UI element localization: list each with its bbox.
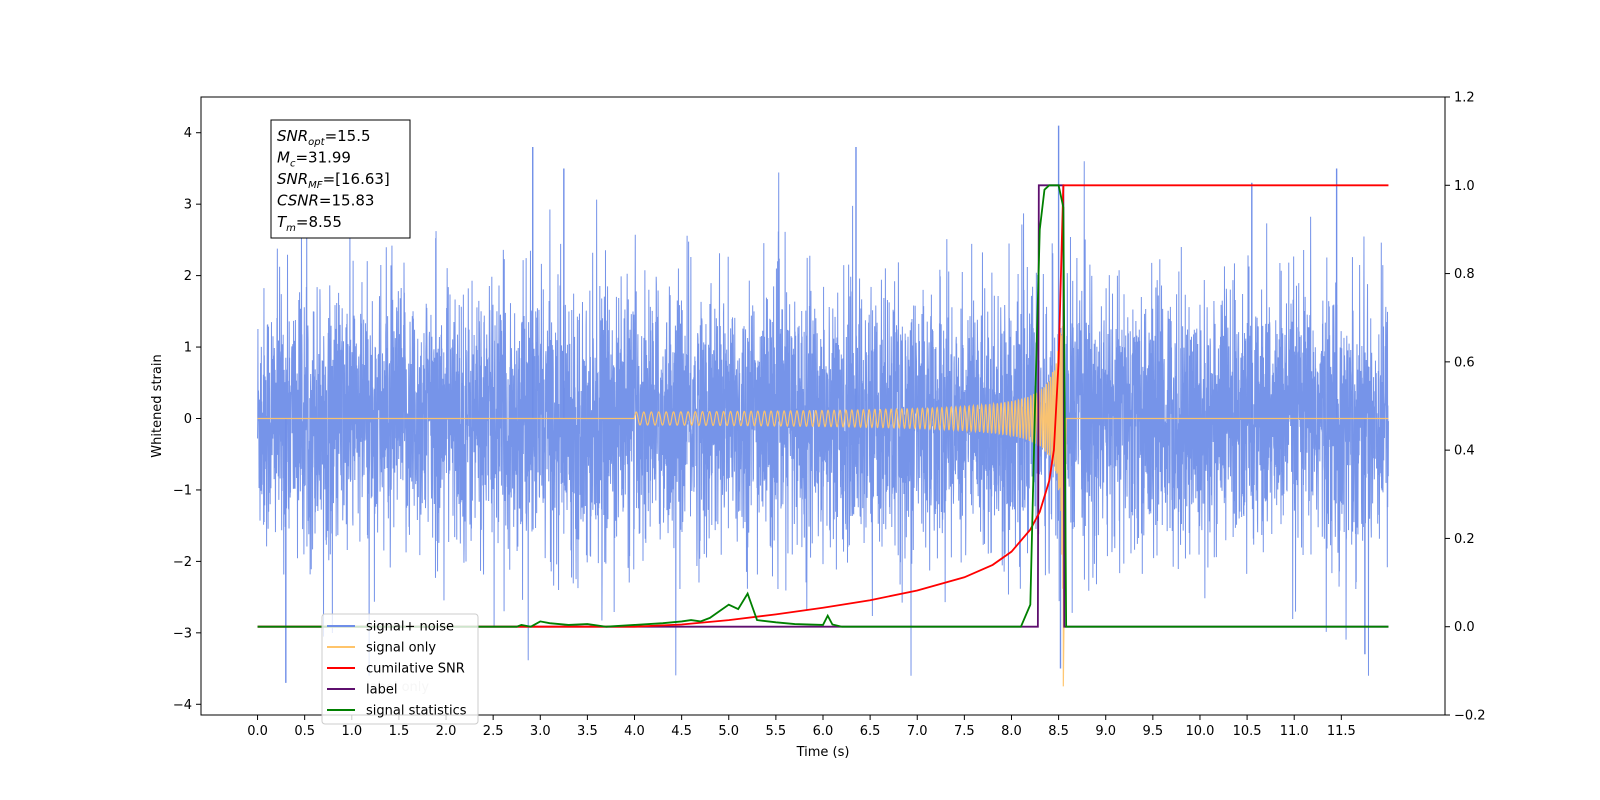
x-tick-label: 6.0 [813, 724, 834, 739]
y-tick-label: 2 [184, 269, 192, 284]
legend-frame [321, 613, 479, 725]
x-tick-label: 11.5 [1327, 724, 1356, 739]
x-tick-label: 5.5 [766, 724, 787, 739]
legend-entry: signal only [366, 641, 436, 656]
x-axis-label: Time (s) [796, 745, 850, 760]
y-axis-label: Whitened strain [150, 354, 165, 457]
legend-entry: label [366, 683, 397, 698]
y2-tick-label: 0.0 [1454, 620, 1475, 635]
x-tick-label: 3.0 [530, 724, 551, 739]
y2-tick-label: 0.4 [1454, 444, 1475, 459]
y-tick-label: 1 [184, 341, 192, 356]
y2-tick-label: 0.6 [1454, 355, 1475, 370]
y2-tick-label: 0.8 [1454, 267, 1475, 282]
y-tick-label: −1 [173, 483, 192, 498]
x-tick-label: 7.5 [954, 724, 975, 739]
x-tick-label: 11.0 [1280, 724, 1309, 739]
x-tick-label: 6.5 [860, 724, 881, 739]
legend-entry: signal statistics [366, 704, 467, 719]
x-tick-label: 7.0 [907, 724, 928, 739]
annotation-box: SNRopt=15.5Mc=31.99SNRMF=[16.63]CSNR=15.… [270, 119, 411, 239]
series-signal-noise [257, 161, 1389, 676]
y-tick-label: −3 [173, 626, 192, 641]
x-tick-label: 1.5 [389, 724, 410, 739]
series-cumulative-snr [257, 184, 1389, 628]
y-tick-label: 3 [184, 198, 192, 213]
y2-axis: −0.2 0.0 0.2 0.4 0.6 0.8 1.0 1.2 [1445, 91, 1486, 724]
annotation-line: CSNR=15.83 [277, 192, 374, 210]
annotation-line: SNRopt=15.5 [277, 127, 371, 148]
x-tick-label: 8.5 [1048, 724, 1069, 739]
x-tick-label: 0.5 [294, 724, 315, 739]
x-tick-label: 10.0 [1185, 724, 1214, 739]
plot-area [257, 125, 1389, 687]
annotation-line: Mc=31.99 [277, 149, 351, 170]
x-tick-label: 2.0 [436, 724, 457, 739]
legend-entry: signal+ noise [366, 620, 454, 635]
x-tick-label: 8.0 [1001, 724, 1022, 739]
annotation-frame [270, 119, 411, 239]
x-tick-label: 9.0 [1095, 724, 1116, 739]
y-tick-label: 0 [184, 412, 192, 427]
y-tick-label: −2 [173, 555, 192, 570]
x-tick-label: 4.0 [624, 724, 645, 739]
x-tick-label: 4.5 [671, 724, 692, 739]
x-tick-label: 1.0 [341, 724, 362, 739]
y-axis: −4 −3 −2 −1 0 1 2 3 4 [173, 126, 201, 713]
series-signal-statistics [257, 184, 1389, 628]
y2-tick-label: 1.0 [1454, 179, 1475, 194]
x-tick-label: 0.0 [247, 724, 268, 739]
legend-entry: cumilative SNR [366, 662, 465, 677]
series-signal-only [257, 225, 1389, 687]
annotation-line: SNRMF=[16.63] [277, 170, 390, 191]
x-tick-label: 2.5 [483, 724, 504, 739]
x-tick-label: 5.0 [718, 724, 739, 739]
x-tick-label: 3.5 [577, 724, 598, 739]
x-tick-label: 10.5 [1233, 724, 1262, 739]
y-tick-label: 4 [184, 126, 192, 141]
y2-tick-label: 0.2 [1454, 532, 1475, 547]
y2-tick-label: −0.2 [1454, 709, 1486, 724]
annotation-line: Tm=8.55 [277, 213, 342, 234]
y-tick-label: −4 [173, 698, 192, 713]
x-tick-label: 9.5 [1143, 724, 1164, 739]
x-axis: 0.0 0.5 1.0 1.5 2.0 2.5 3.0 3.5 4.0 4.5 5.0 5.5 6.0 6… [247, 715, 1356, 739]
y2-tick-label: 1.2 [1454, 91, 1475, 106]
